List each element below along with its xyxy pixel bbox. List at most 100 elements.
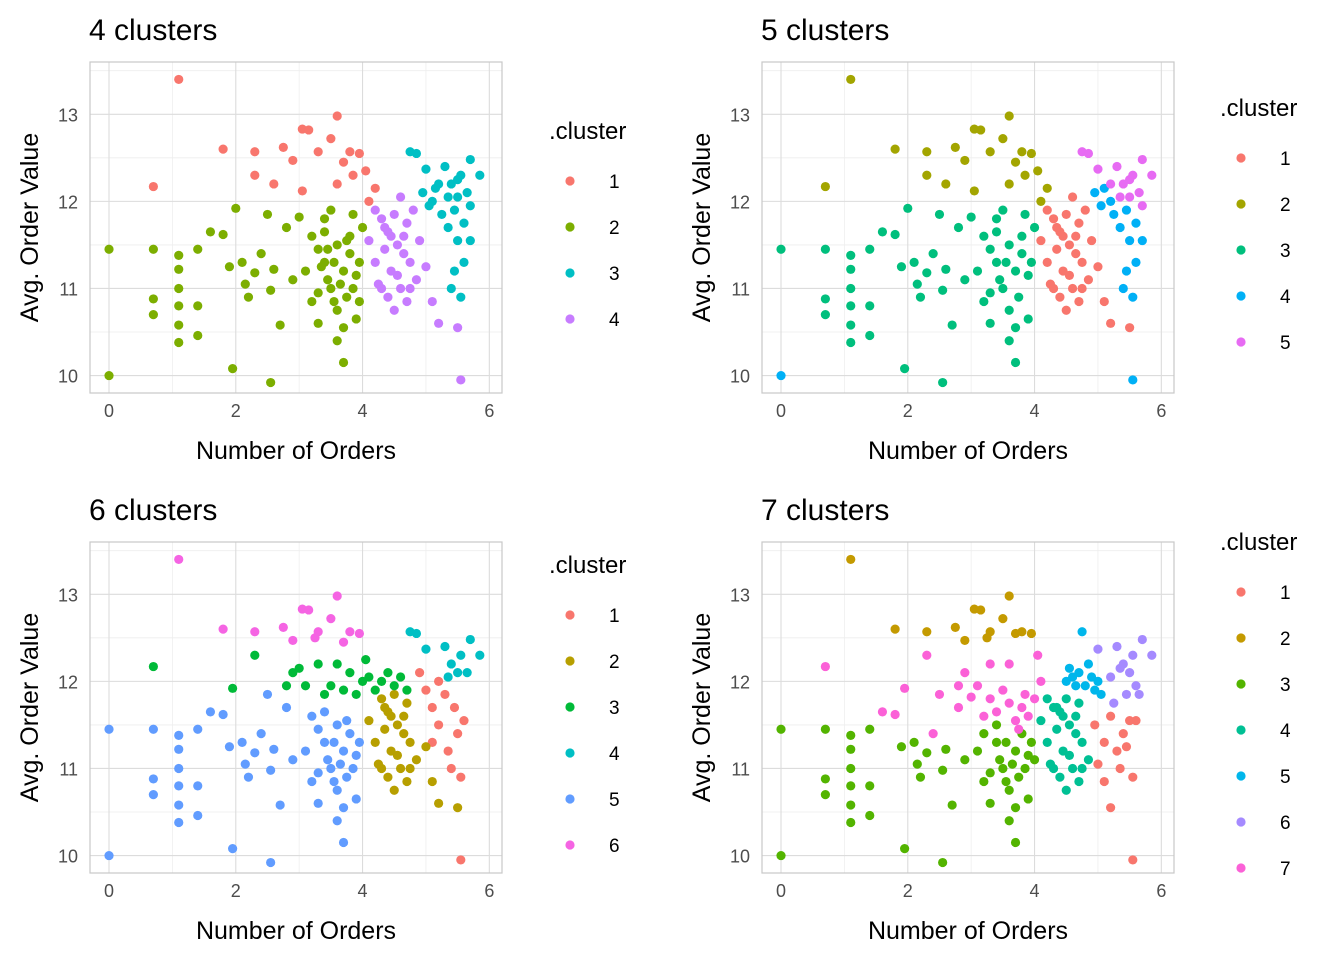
data-point bbox=[437, 209, 447, 220]
data-point bbox=[991, 227, 1002, 237]
legend-key bbox=[565, 656, 575, 666]
data-point bbox=[1083, 659, 1094, 669]
data-point bbox=[1093, 644, 1103, 654]
data-point bbox=[979, 776, 989, 787]
x-tick-label: 2 bbox=[903, 401, 913, 421]
data-point bbox=[354, 296, 364, 307]
y-tick-label: 11 bbox=[59, 759, 78, 779]
data-point bbox=[380, 702, 390, 713]
data-point bbox=[1036, 196, 1046, 206]
data-point bbox=[342, 772, 352, 782]
y-tick-label: 11 bbox=[731, 759, 750, 779]
data-point bbox=[411, 148, 422, 159]
data-point bbox=[313, 798, 323, 808]
y-tick-label: 10 bbox=[58, 847, 78, 867]
data-point bbox=[399, 729, 409, 739]
data-point bbox=[389, 681, 399, 691]
data-point bbox=[846, 800, 856, 810]
data-point bbox=[148, 294, 158, 304]
data-point bbox=[1112, 641, 1122, 652]
data-point bbox=[909, 257, 919, 267]
legend-label: 1 bbox=[1280, 583, 1291, 604]
data-point bbox=[300, 746, 311, 756]
data-point bbox=[865, 810, 875, 821]
data-point bbox=[1010, 357, 1021, 368]
series-4 bbox=[405, 627, 485, 682]
data-point bbox=[1020, 209, 1030, 220]
data-point bbox=[427, 776, 437, 787]
panel-border bbox=[761, 541, 1175, 874]
data-point bbox=[1112, 746, 1122, 756]
data-point bbox=[351, 270, 361, 281]
data-point bbox=[338, 746, 349, 756]
legend-label: 2 bbox=[609, 652, 620, 673]
data-point bbox=[351, 794, 361, 804]
data-point bbox=[972, 681, 983, 691]
data-point bbox=[342, 292, 352, 302]
data-point bbox=[1004, 816, 1014, 826]
data-point bbox=[896, 262, 907, 272]
series-4 bbox=[1036, 694, 1094, 795]
x-tick-label: 2 bbox=[231, 881, 241, 901]
x-tick-label: 6 bbox=[1156, 401, 1166, 421]
data-point bbox=[972, 746, 983, 756]
x-tick-label: 2 bbox=[903, 881, 913, 901]
data-point bbox=[421, 685, 431, 695]
data-point bbox=[877, 227, 888, 237]
data-point bbox=[934, 689, 945, 700]
data-point bbox=[319, 737, 330, 747]
data-point bbox=[430, 183, 441, 193]
data-point bbox=[896, 742, 907, 752]
data-point bbox=[1125, 235, 1135, 246]
data-point bbox=[402, 685, 412, 695]
data-point bbox=[148, 790, 158, 800]
data-point bbox=[376, 283, 387, 294]
data-point bbox=[278, 622, 288, 632]
data-point bbox=[846, 781, 856, 791]
data-point bbox=[319, 214, 330, 224]
data-point bbox=[383, 772, 393, 782]
data-point bbox=[443, 222, 453, 233]
data-point bbox=[1074, 296, 1084, 307]
x-tick-label: 0 bbox=[776, 881, 786, 901]
data-point bbox=[1121, 205, 1132, 215]
data-point bbox=[972, 266, 983, 276]
legend-label: 4 bbox=[1280, 721, 1291, 742]
data-point bbox=[332, 179, 342, 189]
data-point bbox=[1074, 218, 1084, 228]
data-point bbox=[1042, 694, 1052, 704]
legend-label: 1 bbox=[609, 172, 620, 193]
data-point bbox=[332, 659, 342, 669]
data-point bbox=[1071, 231, 1081, 241]
data-point bbox=[1052, 702, 1062, 713]
data-point bbox=[224, 262, 235, 272]
data-point bbox=[1125, 668, 1135, 678]
x-axis-title: Number of Orders bbox=[868, 917, 1068, 945]
data-point bbox=[462, 188, 472, 198]
legend-key bbox=[1236, 633, 1246, 643]
data-point bbox=[960, 155, 970, 166]
data-point bbox=[354, 737, 364, 747]
data-point bbox=[193, 244, 203, 254]
data-point bbox=[342, 715, 352, 726]
data-point bbox=[148, 724, 158, 734]
data-point bbox=[348, 170, 358, 180]
data-point bbox=[415, 235, 425, 246]
data-point bbox=[979, 729, 989, 739]
data-point bbox=[1080, 205, 1090, 215]
data-point bbox=[1109, 698, 1119, 708]
data-point bbox=[877, 707, 888, 717]
data-point bbox=[266, 765, 276, 775]
data-point bbox=[338, 157, 349, 167]
data-point bbox=[998, 134, 1008, 144]
data-point bbox=[950, 142, 960, 152]
data-point bbox=[985, 659, 995, 669]
data-point bbox=[174, 250, 184, 260]
data-point bbox=[313, 768, 323, 778]
data-point bbox=[174, 781, 184, 791]
data-point bbox=[332, 111, 342, 121]
data-point bbox=[193, 330, 203, 341]
data-point bbox=[1118, 729, 1128, 739]
